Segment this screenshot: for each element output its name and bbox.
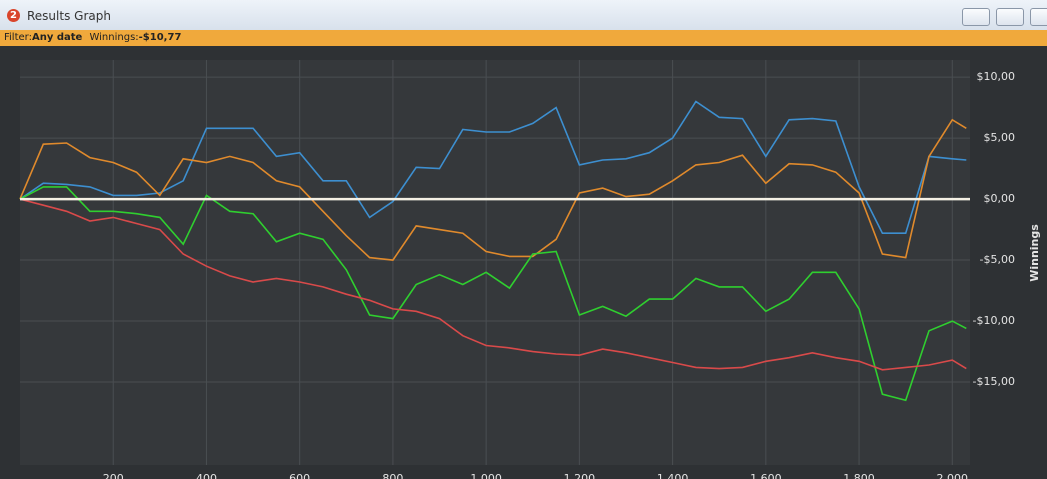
- y-tick-label: $0,00: [984, 192, 1016, 205]
- maximize-button[interactable]: [996, 8, 1024, 26]
- filter-value[interactable]: Any date: [31, 32, 83, 43]
- x-tick-label: 1 200: [564, 472, 596, 479]
- window-title: Results Graph: [27, 9, 111, 23]
- x-tick-label: 200: [103, 472, 124, 479]
- app-icon: 2: [7, 9, 20, 22]
- x-tick-label: 800: [382, 472, 403, 479]
- x-tick-label: 1 400: [657, 472, 689, 479]
- title-bar: 2 Results Graph: [0, 0, 1047, 30]
- series-line: [19, 100, 967, 234]
- y-tick-label: $10,00: [977, 70, 1016, 83]
- plot-area: [20, 60, 970, 465]
- y-tick-label: -$5,00: [980, 253, 1015, 266]
- chart: Winnings $10,00 $5,00 $0,00 -$5,00 -$10,00 -$…: [19, 60, 1041, 479]
- x-tick-label: 1 600: [750, 472, 782, 479]
- series-line: [19, 186, 967, 402]
- minimize-button[interactable]: [962, 8, 990, 26]
- winnings-value: -$10,77: [138, 32, 182, 43]
- winnings-label: Winnings:: [89, 32, 139, 43]
- filter-bar: Filter:Any date Winnings:-$10,77: [0, 30, 1047, 46]
- y-tick-label: $5,00: [984, 131, 1016, 144]
- y-axis-label: Winnings: [1028, 224, 1041, 282]
- y-tick-label: -$15,00: [973, 375, 1015, 388]
- x-tick-label: 1 800: [843, 472, 875, 479]
- filter-label: Filter:: [4, 32, 32, 43]
- x-tick-label: 1 000: [470, 472, 502, 479]
- x-tick-label: 600: [289, 472, 310, 479]
- series-line: [19, 198, 967, 371]
- x-tick-label: 2 000: [937, 472, 969, 479]
- close-button[interactable]: [1030, 8, 1047, 26]
- x-tick-label: 400: [196, 472, 217, 479]
- y-tick-label: -$10,00: [973, 314, 1015, 327]
- series-line: [19, 118, 967, 261]
